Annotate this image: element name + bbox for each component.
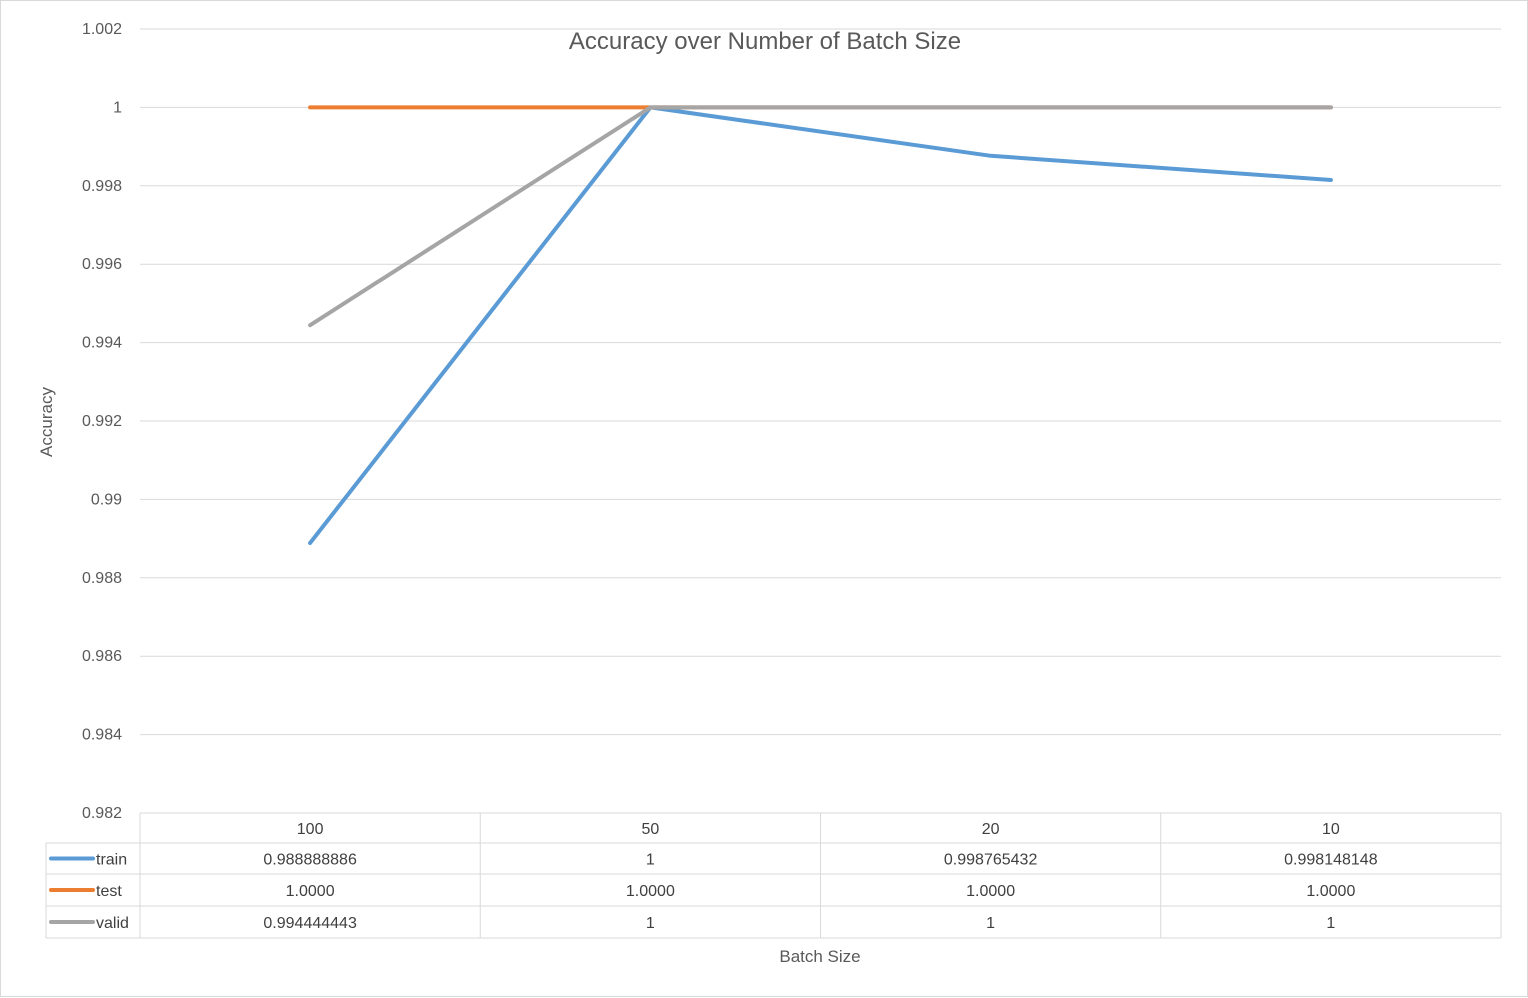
y-tick-label: 0.984 — [82, 727, 122, 744]
y-axis-label: Accuracy — [37, 387, 56, 457]
data-point-valid — [1330, 106, 1332, 108]
legend-label-test: test — [96, 883, 122, 900]
legend-label-valid: valid — [96, 915, 129, 932]
table-value-test: 1.0000 — [286, 883, 335, 900]
series-line-valid — [308, 105, 1333, 328]
y-tick-label: 0.982 — [82, 805, 122, 822]
table-value-valid: 1 — [986, 915, 995, 932]
table-value-train: 0.998148148 — [1284, 852, 1378, 869]
data-point-valid — [990, 106, 992, 108]
chart-title: Accuracy over Number of Batch Size — [569, 28, 961, 55]
y-tick-label: 0.998 — [82, 178, 122, 195]
table-value-valid: 1 — [1326, 915, 1335, 932]
x-axis-label: Batch Size — [779, 947, 860, 966]
y-axis-ticks: 0.982 0.984 0.986 0.988 0.99 0.992 0.994 0.996 0… — [82, 21, 122, 822]
series-line-train — [308, 105, 1333, 545]
table-value-train: 1 — [646, 852, 655, 869]
table-value-train: 0.988888886 — [263, 852, 357, 869]
y-tick-label: 0.996 — [82, 256, 122, 273]
legend-label-train: train — [96, 852, 127, 869]
table-value-test: 1.0000 — [966, 883, 1015, 900]
data-point-train — [990, 155, 992, 157]
table-value-valid: 1 — [646, 915, 655, 932]
x-tick-label: 50 — [641, 821, 659, 838]
table-value-train: 0.998765432 — [944, 852, 1038, 869]
y-tick-label: 0.986 — [82, 648, 122, 665]
x-tick-label: 10 — [1322, 821, 1340, 838]
x-tick-label: 100 — [297, 821, 324, 838]
y-tick-label: 0.992 — [82, 413, 122, 430]
x-tick-label: 20 — [982, 821, 1000, 838]
y-tick-label: 0.994 — [82, 335, 122, 352]
table-value-test: 1.0000 — [1306, 883, 1355, 900]
data-point-valid — [649, 106, 651, 108]
data-point-train — [1330, 179, 1332, 181]
y-tick-label: 0.988 — [82, 570, 122, 587]
table-value-valid: 0.994444443 — [263, 915, 357, 932]
gridlines — [140, 28, 1501, 736]
table-value-test: 1.0000 — [626, 883, 675, 900]
data-point-test — [309, 106, 311, 108]
data-point-valid — [309, 324, 311, 326]
y-tick-label: 1.002 — [82, 21, 122, 38]
data-point-train — [309, 542, 311, 544]
series-lines — [308, 105, 1333, 545]
y-tick-label: 1 — [113, 99, 122, 116]
y-tick-label: 0.99 — [91, 491, 122, 508]
data-table: 100 50 20 10 train 0.988888886 1 0.998765432 0.9… — [45, 812, 1502, 939]
